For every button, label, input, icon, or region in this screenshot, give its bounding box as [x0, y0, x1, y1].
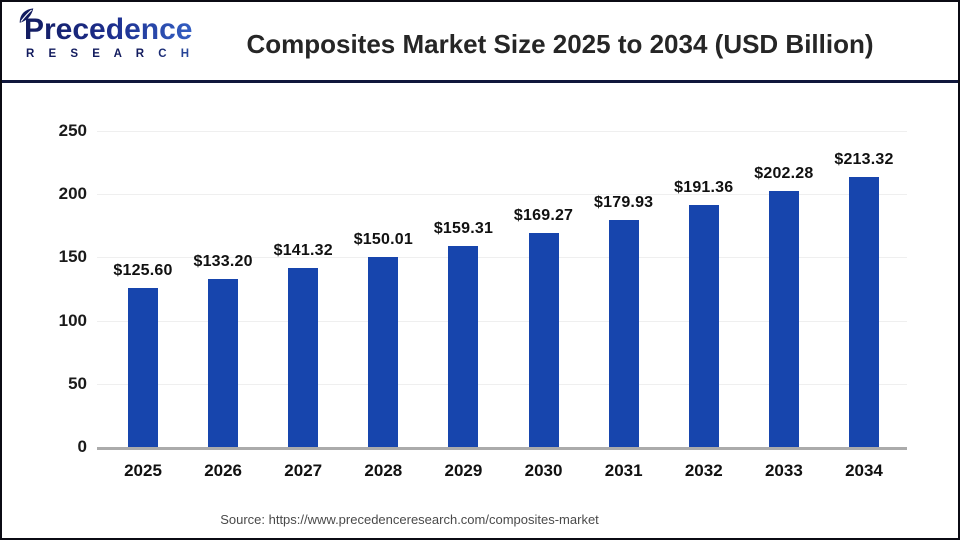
y-axis-tick-250: 250	[58, 121, 87, 140]
bar-2028	[368, 257, 399, 447]
bar-value-label-2033: $202.28	[754, 165, 814, 183]
bar-2027	[288, 268, 319, 447]
bar-2029	[448, 245, 479, 447]
bar-2032	[688, 205, 719, 447]
bar-value-label-2028: $150.01	[353, 231, 413, 249]
bar-value-label-2029: $159.31	[433, 219, 494, 237]
gridline-200	[97, 194, 907, 196]
x-axis-label-2029: 2029	[444, 461, 483, 480]
x-axis-label-2028: 2028	[364, 461, 403, 480]
leaf-icon	[19, 8, 34, 23]
logo-sub-label: R E S E A R C H	[20, 47, 230, 61]
x-axis-label-2030: 2030	[524, 461, 563, 480]
x-axis-label-2027: 2027	[284, 461, 323, 480]
bar-2034	[848, 177, 879, 447]
bar-value-label-2025: $125.60	[113, 262, 173, 280]
y-axis-tick-100: 100	[58, 310, 87, 330]
bar-2031	[608, 219, 639, 447]
y-axis-tick-200: 200	[58, 184, 87, 204]
bar-value-label-2034: $213.32	[834, 151, 894, 169]
gridline-50	[97, 383, 907, 385]
x-axis-label-2031: 2031	[604, 461, 643, 480]
y-axis-tick-50: 50	[68, 373, 87, 393]
gridline-250	[97, 131, 907, 132]
bar-chart: 0 50 100 150 200 250 $125.60 2025 $133.20 2026 $14…	[2, 86, 960, 492]
precedence-research-logo: Precedence R E S E A R C H	[19, 8, 230, 61]
x-axis-label-2032: 2032	[684, 461, 723, 480]
bar-value-label-2030: $169.27	[513, 207, 574, 225]
logo-brand-label: Precedence	[24, 13, 193, 46]
bar-value-label-2027: $141.32	[273, 242, 333, 260]
x-axis-label-2034: 2034	[845, 461, 883, 480]
bar-2030	[528, 233, 559, 447]
x-axis-label-2026: 2026	[204, 461, 243, 480]
source-text: Source: https://www.precedenceresearch.c…	[220, 512, 599, 527]
bar-2033	[768, 191, 799, 447]
bar-value-label-2031: $179.93	[594, 193, 654, 211]
bar-2026	[208, 278, 239, 447]
gridline-150	[97, 257, 907, 259]
chart-title: Composites Market Size 2025 to 2034 (USD…	[246, 29, 874, 59]
bar-value-label-2032: $191.36	[674, 179, 734, 197]
header: Precedence R E S E A R C H Composites Ma…	[2, 2, 958, 83]
x-axis-baseline	[97, 447, 907, 450]
bar-2025	[128, 288, 158, 447]
logo-brand-text: Precedence	[19, 8, 230, 46]
y-axis-tick-0: 0	[77, 437, 87, 456]
bar-value-label-2026: $133.20	[193, 252, 253, 270]
y-axis-tick-150: 150	[58, 247, 87, 267]
x-axis-label-2033: 2033	[764, 461, 803, 480]
x-axis-label-2025: 2025	[124, 461, 162, 480]
gridline-100	[97, 320, 907, 322]
